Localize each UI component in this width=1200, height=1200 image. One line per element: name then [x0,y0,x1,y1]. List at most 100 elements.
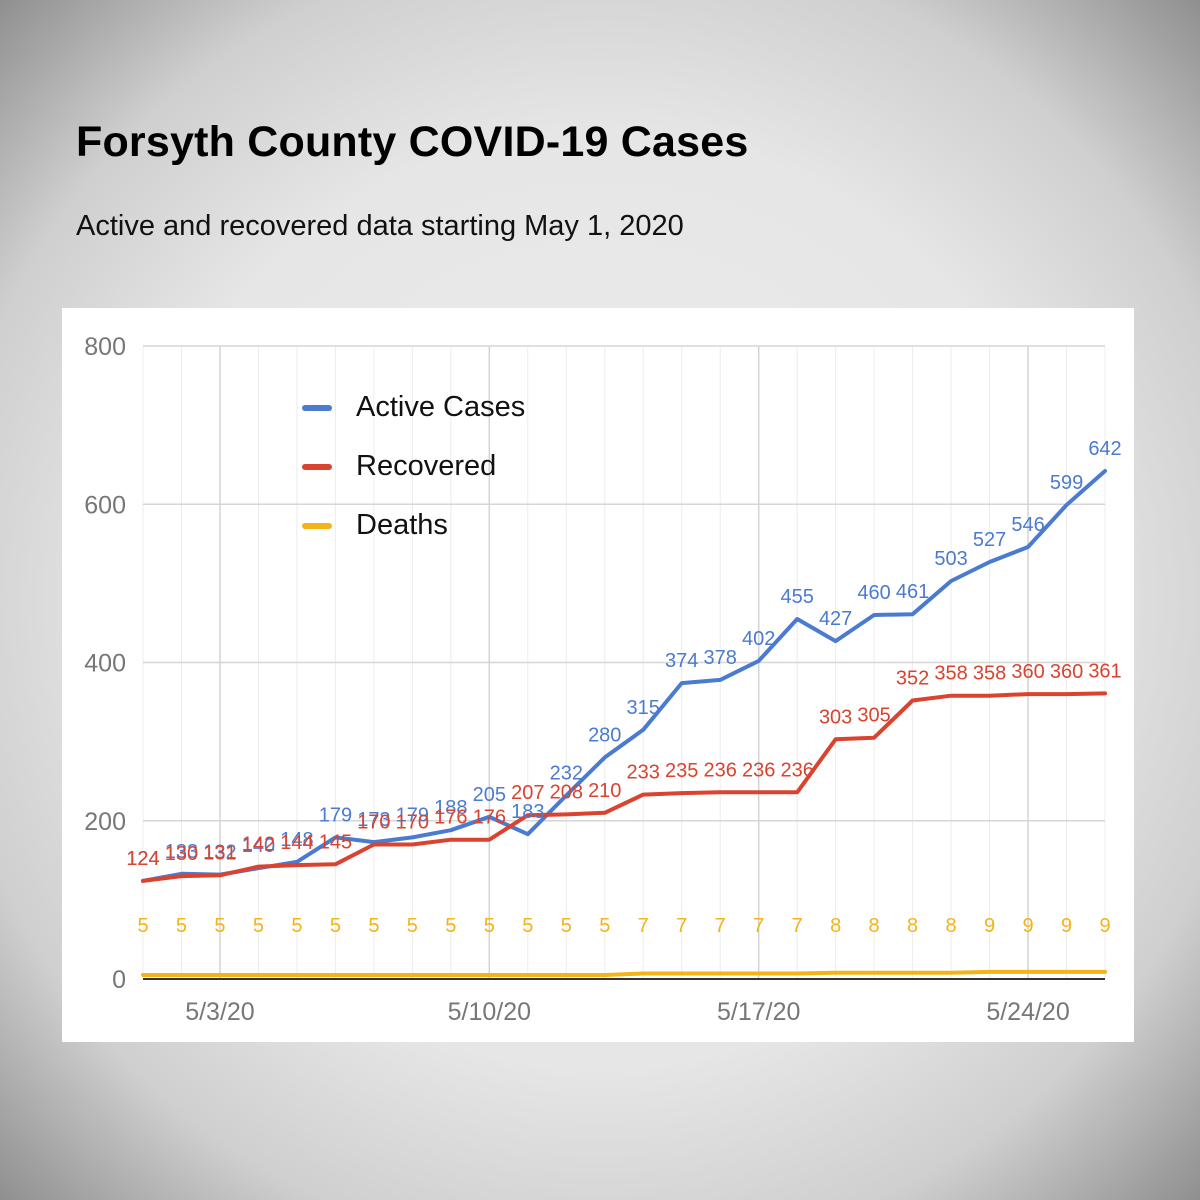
data-label-recovered: 233 [627,762,660,784]
data-label-deaths: 8 [830,915,841,937]
data-label-deaths: 5 [368,915,379,937]
data-label-deaths: 5 [599,915,610,937]
data-label-recovered: 303 [819,706,852,728]
data-label-deaths: 8 [869,915,880,937]
data-label-active: 527 [973,529,1006,551]
legend-swatch-recovered [302,463,332,470]
data-label-recovered: 208 [550,781,583,803]
data-label-active: 173 [357,809,390,831]
legend-label-deaths: Deaths [356,509,448,541]
data-label-recovered: 145 [319,831,352,853]
data-label-active: 374 [665,650,698,672]
data-label-recovered: 236 [780,759,813,781]
data-label-active: 205 [473,784,506,806]
data-label-recovered: 305 [857,705,890,727]
data-label-deaths: 8 [946,915,957,937]
data-label-recovered: 144 [280,832,313,854]
data-label-recovered: 358 [973,663,1006,685]
data-label-recovered: 170 [357,811,390,833]
data-label-active: 232 [550,762,583,784]
y-tick-label: 600 [84,491,126,519]
chart-subtitle: Active and recovered data starting May 1… [76,210,684,242]
data-label-recovered: 142 [242,834,275,856]
chart-title: Forsyth County COVID-19 Cases [76,118,749,166]
y-tick-label: 400 [84,650,126,678]
data-label-deaths: 5 [407,915,418,937]
x-tick-label: 5/17/20 [717,998,800,1026]
data-label-deaths: 5 [214,915,225,937]
data-label-recovered: 176 [473,807,506,829]
data-label-recovered: 236 [742,759,775,781]
legend-label-recovered: Recovered [356,450,497,482]
data-label-active: 642 [1088,438,1121,460]
data-label-active: 124 [126,848,159,870]
data-label-active: 148 [280,829,313,851]
data-label-deaths: 8 [907,915,918,937]
data-label-recovered: 176 [434,807,467,829]
data-label-recovered: 236 [704,759,737,781]
data-label-active: 132 [203,842,236,864]
data-label-deaths: 5 [253,915,264,937]
data-label-active: 133 [165,841,198,863]
data-label-active: 140 [242,835,275,857]
y-tick-label: 200 [84,808,126,836]
data-label-active: 402 [742,628,775,650]
data-label-recovered: 170 [396,811,429,833]
data-label-active: 378 [704,647,737,669]
data-label-active: 460 [857,582,890,604]
data-label-deaths: 5 [445,915,456,937]
data-label-deaths: 9 [1099,915,1110,937]
data-label-active: 280 [588,724,621,746]
data-label-deaths: 7 [753,915,764,937]
data-label-deaths: 5 [561,915,572,937]
x-tick-label: 5/24/20 [986,998,1069,1026]
data-label-deaths: 7 [792,915,803,937]
data-label-deaths: 5 [137,915,148,937]
data-label-deaths: 5 [291,915,302,937]
data-label-deaths: 5 [522,915,533,937]
data-label-recovered: 361 [1088,660,1121,682]
y-tick-label: 800 [84,333,126,361]
data-label-recovered: 352 [896,667,929,689]
data-label-recovered: 360 [1050,661,1083,683]
data-label-deaths: 7 [638,915,649,937]
data-label-deaths: 9 [1022,915,1033,937]
data-label-deaths: 7 [676,915,687,937]
data-label-recovered: 131 [203,842,236,864]
data-label-active: 179 [319,804,352,826]
data-label-deaths: 7 [715,915,726,937]
chart-card: 0 200 400 600 800 5/3/20 5/10/20 5/17/20 5/24/20… [62,308,1134,1042]
legend-item-deaths[interactable]: Deaths [302,496,602,555]
data-label-recovered: 358 [934,663,967,685]
data-label-recovered: 130 [165,843,198,865]
data-label-recovered: 124 [126,848,159,870]
x-tick-label: 5/3/20 [185,998,255,1026]
data-label-recovered: 235 [665,760,698,782]
data-label-active: 179 [396,804,429,826]
y-tick-label: 0 [112,966,126,994]
legend-label-active: Active Cases [356,391,526,423]
data-label-active: 183 [511,801,544,823]
legend-swatch-active [302,404,332,411]
legend-item-recovered[interactable]: Recovered [302,437,602,496]
data-label-recovered: 207 [511,782,544,804]
data-label-deaths: 5 [330,915,341,937]
data-label-recovered: 210 [588,780,621,802]
data-label-active: 546 [1011,514,1044,536]
legend-item-active[interactable]: Active Cases [302,378,602,437]
data-label-deaths: 9 [1061,915,1072,937]
data-label-active: 599 [1050,472,1083,494]
data-label-active: 188 [434,797,467,819]
data-label-recovered: 360 [1011,661,1044,683]
data-label-active: 315 [627,697,660,719]
series-line-recovered [141,691,1107,883]
data-label-active: 503 [934,548,967,570]
data-label-active: 461 [896,581,929,603]
data-label-active: 455 [780,586,813,608]
x-tick-label: 5/10/20 [448,998,531,1026]
line-chart: 0 200 400 600 800 5/3/20 5/10/20 5/17/20 5/24/20… [84,333,1121,1026]
data-label-deaths: 5 [484,915,495,937]
series-line-active [141,469,1107,883]
legend-swatch-deaths [302,522,332,529]
data-label-deaths: 5 [176,915,187,937]
